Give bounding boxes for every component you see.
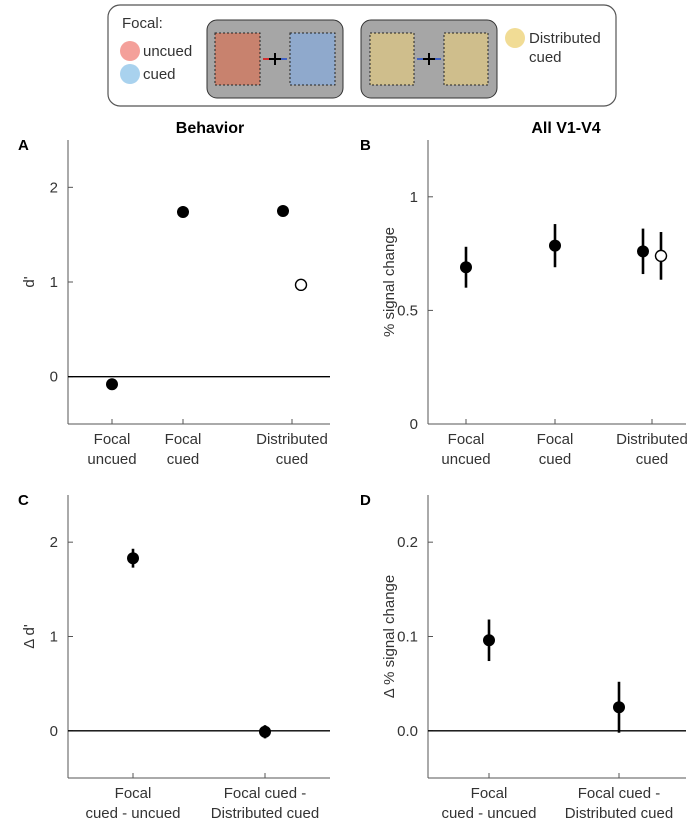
legend-swatch-uncued [120, 41, 140, 61]
legend-label-distributed-line2: cued [529, 49, 562, 66]
stimulus-focal-right-patch [289, 32, 336, 86]
data-point [483, 634, 495, 647]
y-tick-label: 0.1 [397, 629, 418, 646]
y-tick-label: 0 [50, 723, 58, 740]
stimulus-focal-left-patch [214, 32, 261, 86]
y-tick-label: 2 [50, 534, 58, 551]
y-tick-label: 0.0 [397, 723, 418, 740]
stimulus-distributed-left-patch [369, 32, 415, 86]
data-point [259, 725, 271, 738]
legend-swatch-distributed [505, 28, 525, 48]
x-tick-label: Focal cued - [224, 785, 307, 802]
data-point-open [294, 278, 308, 292]
legend-box: Focal: uncued cued Distributed cued [107, 4, 617, 107]
x-tick-label: Focal [471, 785, 508, 802]
y-tick-label: 0.2 [397, 534, 418, 551]
x-tick-label: Focal [115, 785, 152, 802]
data-point [177, 205, 189, 218]
y-axis-label: Δ d' [21, 624, 38, 649]
y-tick-label: 1 [50, 629, 58, 646]
y-tick-label: 0 [50, 369, 58, 386]
data-point [106, 378, 118, 391]
legend-label-cued: cued [143, 66, 176, 83]
x-tick-label: Focal [448, 431, 485, 448]
panel-title: Behavior [176, 120, 244, 137]
y-tick-label: 0.5 [397, 302, 418, 319]
panel-letter: A [18, 137, 29, 154]
legend-label-uncued: uncued [143, 43, 192, 60]
x-tick-label: Distributed [256, 431, 328, 448]
y-axis-label: % signal change [381, 227, 398, 337]
legend-heading: Focal: [122, 15, 163, 32]
x-tick-label: uncued [87, 451, 136, 468]
panel-letter: D [360, 492, 371, 509]
panel-a: A Behavior 0 1 2 d' Focal uncued Focal cued Distri… [18, 120, 330, 468]
legend-swatch-cued [120, 64, 140, 84]
data-point [549, 239, 561, 252]
x-tick-label: uncued [441, 451, 490, 468]
stimulus-distributed [360, 19, 498, 99]
x-tick-label: cued - uncued [441, 805, 536, 821]
x-tick-label: cued - uncued [85, 805, 180, 821]
x-tick-label: cued [539, 451, 572, 468]
panel-title: All V1-V4 [531, 120, 600, 137]
x-tick-label: Focal [94, 431, 131, 448]
data-point [460, 261, 472, 274]
x-tick-label: Focal cued - [578, 785, 661, 802]
panel-c: C 0 1 2 Δ d' Focal cued - uncued Focal cued - Di… [18, 492, 330, 821]
data-point [637, 245, 649, 258]
panel-b: B All V1-V4 0 0.5 1 % signal change Focal uncue… [360, 120, 688, 468]
x-tick-label: Distributed [616, 431, 688, 448]
y-tick-label: 1 [50, 274, 58, 291]
x-tick-label: Distributed cued [211, 805, 319, 821]
data-point [613, 701, 625, 714]
x-tick-label: cued [167, 451, 200, 468]
y-axis-label: Δ % signal change [381, 575, 398, 698]
legend-label-distributed-line1: Distributed [529, 30, 601, 47]
y-axis-label: d' [21, 276, 38, 287]
data-point [127, 552, 139, 565]
data-point [277, 205, 289, 217]
x-tick-label: cued [636, 451, 669, 468]
panel-d: D 0.0 0.1 0.2 Δ % signal change Focal cued - u… [360, 492, 686, 821]
panel-letter: C [18, 492, 29, 509]
stimulus-focal [206, 19, 344, 99]
x-tick-label: Focal [165, 431, 202, 448]
x-tick-label: Focal [537, 431, 574, 448]
y-tick-label: 2 [50, 179, 58, 196]
x-tick-label: cued [276, 451, 309, 468]
stimulus-distributed-right-patch [443, 32, 489, 86]
data-point-open [654, 249, 668, 263]
panel-letter: B [360, 137, 371, 154]
y-tick-label: 1 [410, 189, 418, 206]
x-tick-label: Distributed cued [565, 805, 673, 821]
y-tick-label: 0 [410, 416, 418, 433]
